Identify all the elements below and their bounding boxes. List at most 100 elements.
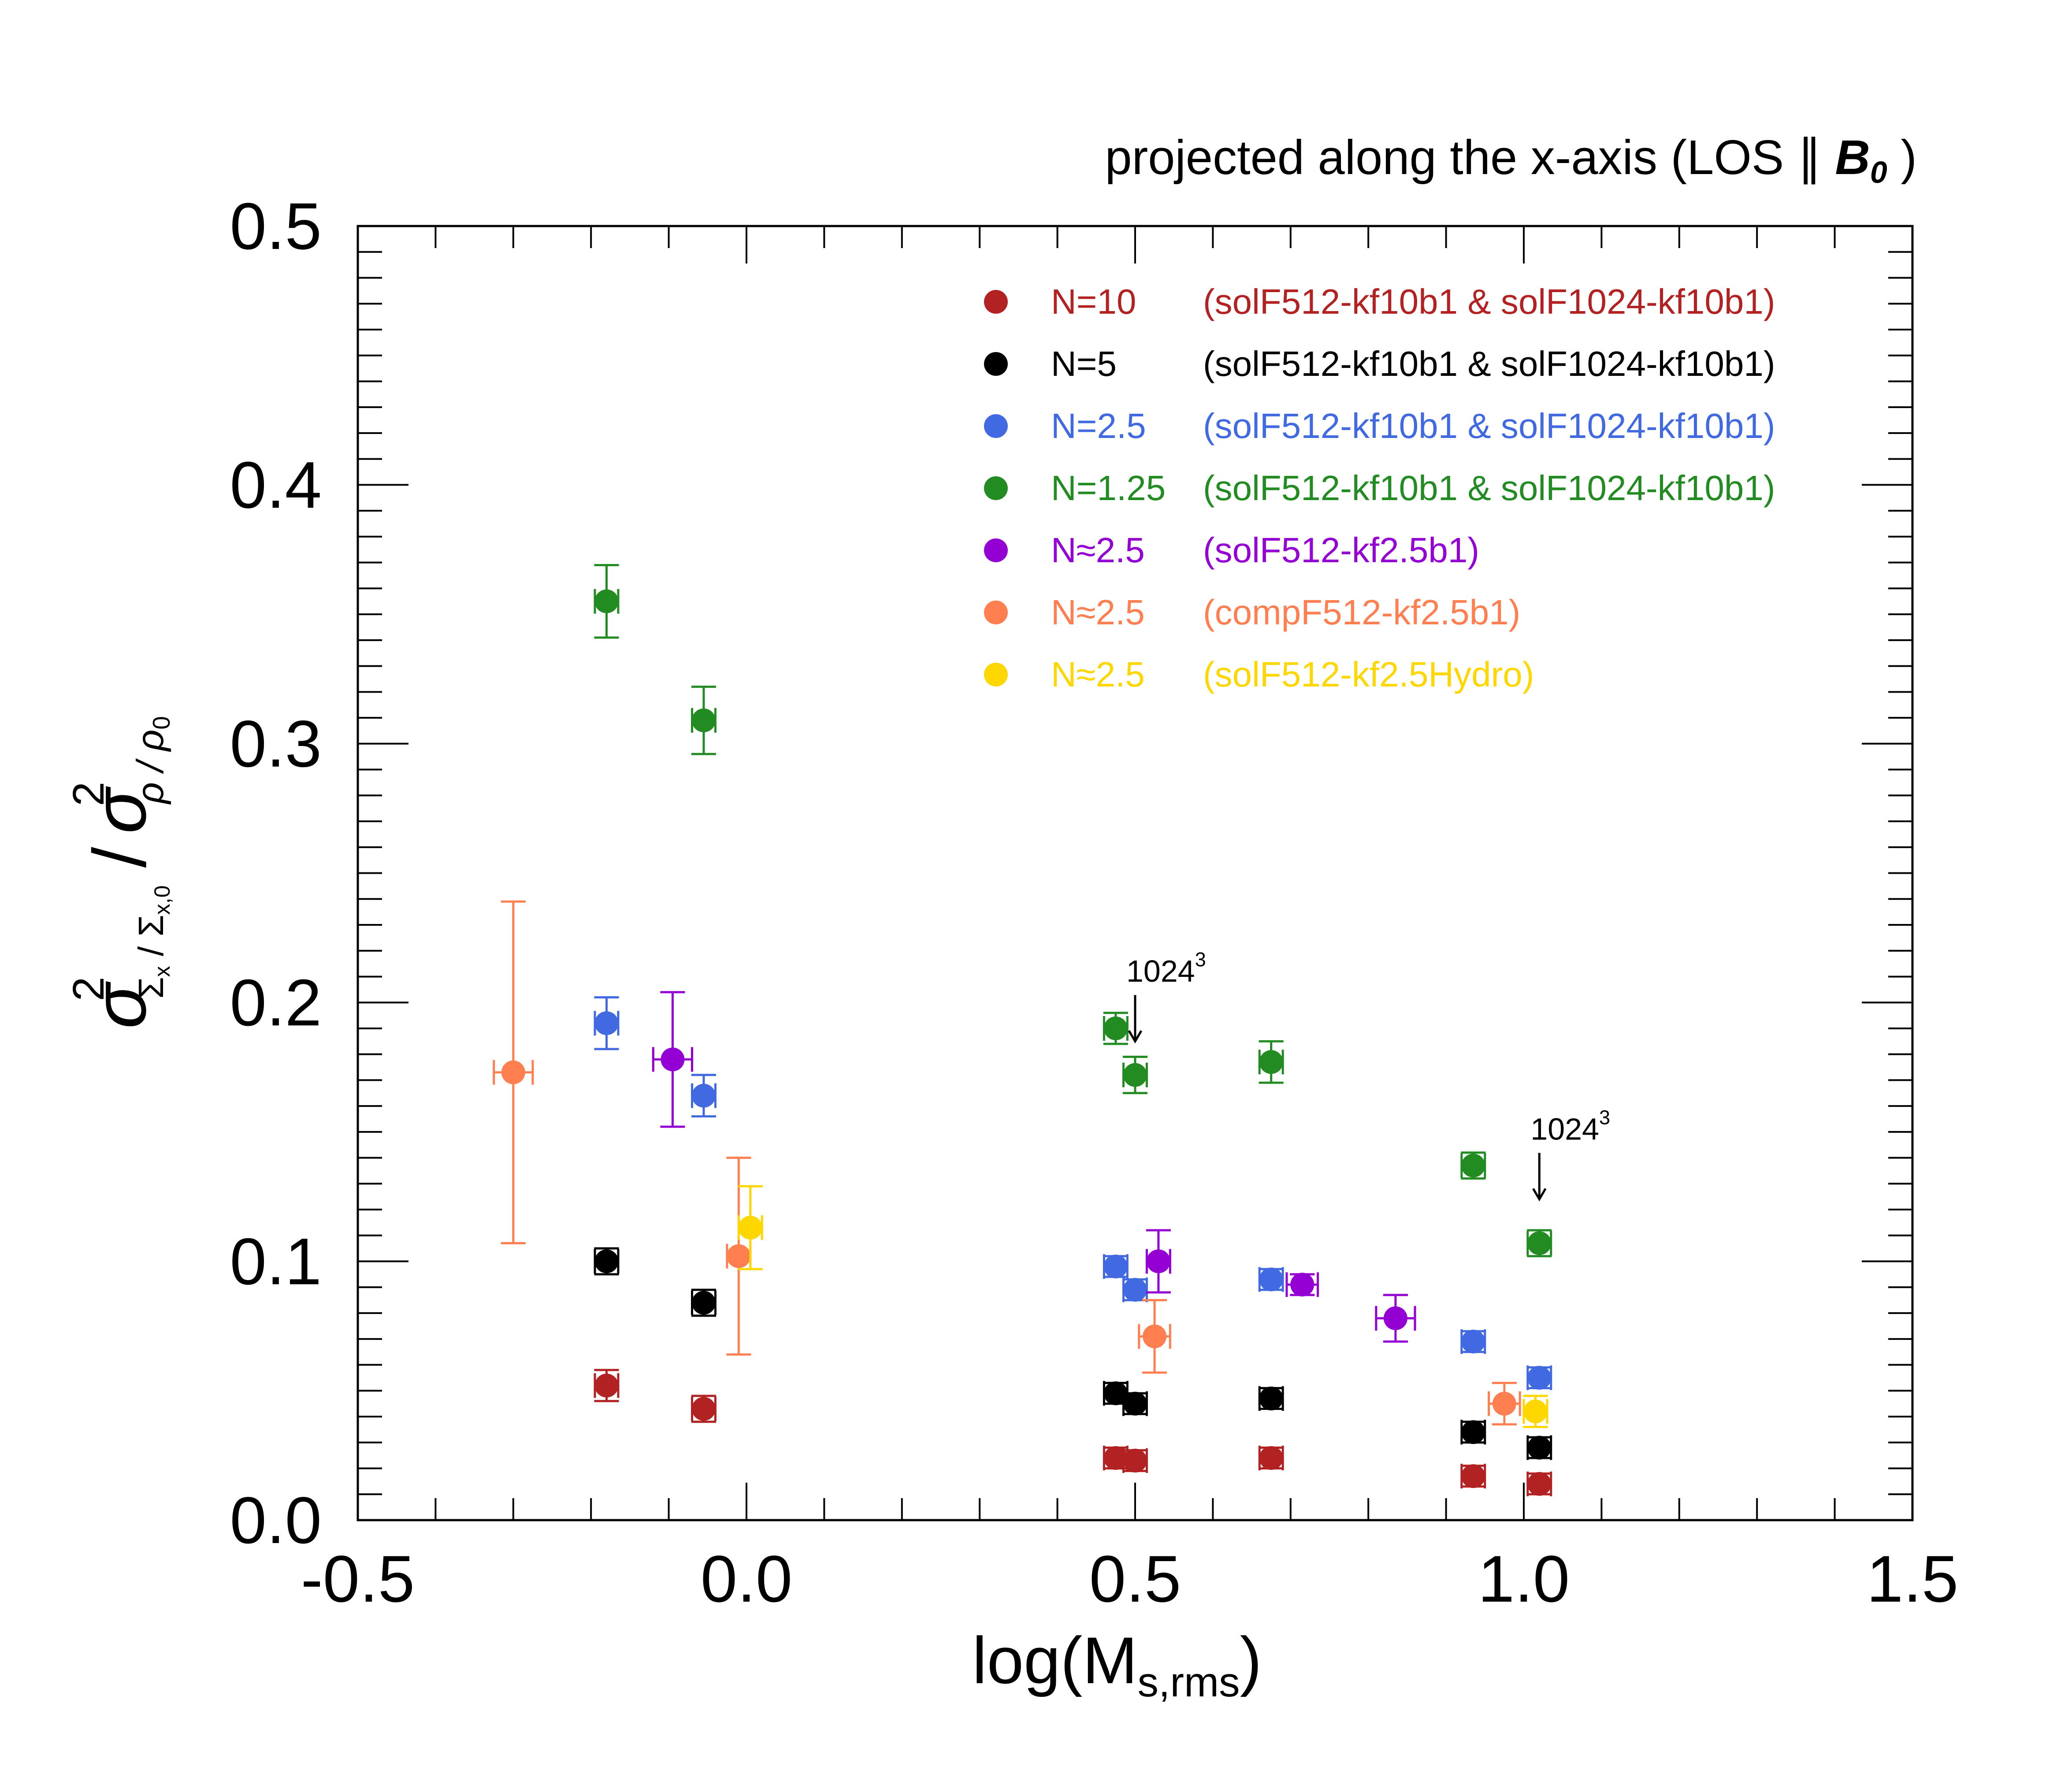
data-point bbox=[691, 708, 716, 732]
legend-desc: (solF512-kf10b1 & solF1024-kf10b1) bbox=[1203, 468, 1775, 508]
series-N=10 bbox=[594, 1369, 1552, 1496]
annotation-text: 1024 bbox=[1126, 954, 1195, 988]
data-point bbox=[1259, 1050, 1283, 1074]
data-point bbox=[1143, 1324, 1167, 1348]
annotation-label: 10243 bbox=[1126, 948, 1206, 988]
y-label-den-sub: Σ bbox=[131, 915, 171, 936]
annotation-sup: 3 bbox=[1195, 948, 1206, 971]
x-tick-label: 0.0 bbox=[701, 1542, 793, 1616]
legend-marker bbox=[984, 601, 1008, 624]
y-axis-label: σ2 Σx / Σx,0/σ2 ρ / ρ0 bbox=[64, 716, 175, 1029]
legend-name: N=1.25 bbox=[1051, 468, 1166, 508]
y-tick-label: 0.4 bbox=[230, 448, 322, 522]
legend-marker bbox=[984, 414, 1008, 438]
legend-desc: (solF512-kf2.5Hydro) bbox=[1203, 655, 1534, 694]
data-point bbox=[691, 1291, 716, 1315]
data-point bbox=[1461, 1464, 1485, 1488]
data-point bbox=[501, 1060, 525, 1084]
y-tick-label: 0.2 bbox=[230, 965, 322, 1039]
data-point bbox=[1146, 1249, 1170, 1273]
data-point bbox=[594, 1249, 619, 1273]
y-label-den-sigma: σ bbox=[78, 786, 162, 834]
data-point bbox=[1123, 1063, 1147, 1087]
legend-name: N≈2.5 bbox=[1051, 655, 1145, 694]
series-N=1.25 bbox=[594, 564, 1552, 1258]
title-b-sub: 0 bbox=[1870, 155, 1887, 189]
legend-desc: (solF512-kf10b1 & solF1024-kf10b1) bbox=[1203, 282, 1775, 321]
legend: N=10 (solF512-kf10b1 & solF1024-kf10b1) N=… bbox=[984, 282, 1775, 694]
data-point bbox=[1123, 1278, 1147, 1302]
data-point bbox=[1103, 1381, 1128, 1406]
data-point bbox=[1492, 1391, 1516, 1416]
legend-marker bbox=[984, 663, 1008, 686]
legend-name: N≈2.5 bbox=[1051, 531, 1145, 570]
title-suffix: ) bbox=[1887, 130, 1917, 185]
data-point bbox=[1259, 1446, 1283, 1470]
y-label-slash-sub: / bbox=[131, 937, 171, 966]
data-point bbox=[1123, 1391, 1147, 1416]
series-N≈2.5 bbox=[493, 900, 1521, 1426]
x-axis-label-sub: s,rms bbox=[1137, 1659, 1240, 1706]
series-N≈2.5 bbox=[652, 991, 1416, 1343]
data-point bbox=[661, 1047, 685, 1072]
data-point bbox=[594, 589, 619, 613]
x-tick-label: 1.5 bbox=[1867, 1542, 1959, 1616]
data-point bbox=[1290, 1273, 1314, 1297]
data-point bbox=[1259, 1386, 1283, 1410]
y-tick-labels: 0.0 0.1 0.2 0.3 0.4 0.5 bbox=[230, 189, 322, 1557]
legend-name: N=10 bbox=[1051, 282, 1136, 321]
legend-desc: (solF512-kf10b1 & solF1024-kf10b1) bbox=[1203, 406, 1775, 445]
data-point bbox=[1527, 1472, 1552, 1496]
series-N≈2.5 bbox=[737, 1185, 1548, 1428]
legend-name: N=5 bbox=[1051, 344, 1117, 383]
data-point bbox=[1103, 1446, 1128, 1470]
y-label-rho0: 0 bbox=[148, 716, 175, 730]
y-label-num-sub-x: x bbox=[150, 966, 174, 977]
y-label-sigma: σ bbox=[78, 981, 162, 1029]
data-point bbox=[1383, 1306, 1407, 1330]
svg-text:log(Ms,rms): log(Ms,rms) bbox=[972, 1623, 1262, 1706]
data-point bbox=[1103, 1016, 1128, 1040]
x-axis-label: log(Ms,rms) bbox=[972, 1623, 1262, 1706]
legend-name: N=2.5 bbox=[1051, 406, 1146, 445]
series-N=2.5 bbox=[594, 996, 1552, 1390]
annotation-text: 1024 bbox=[1530, 1112, 1599, 1146]
data-point bbox=[691, 1083, 716, 1108]
annotation-sup: 3 bbox=[1599, 1106, 1610, 1129]
data-point bbox=[594, 1373, 619, 1398]
data-point bbox=[1259, 1267, 1283, 1291]
x-axis-label-main: log(M bbox=[972, 1623, 1137, 1697]
legend-marker bbox=[984, 476, 1008, 500]
data-point bbox=[738, 1216, 762, 1240]
x-tick-label: -0.5 bbox=[301, 1542, 415, 1616]
y-tick-label: 0.0 bbox=[230, 1483, 322, 1557]
data-point bbox=[1527, 1365, 1552, 1390]
data-point bbox=[1523, 1399, 1548, 1424]
data-point bbox=[594, 1011, 619, 1035]
y-label-den-sub-x: x,0 bbox=[150, 885, 174, 915]
data-point bbox=[691, 1397, 716, 1421]
legend-desc: (compF512-kf2.5b1) bbox=[1203, 593, 1520, 632]
data-point bbox=[1527, 1436, 1552, 1460]
y-tick-label: 0.5 bbox=[230, 189, 322, 263]
data-point bbox=[1461, 1420, 1485, 1444]
data-point bbox=[1103, 1254, 1128, 1279]
x-tick-label: 0.5 bbox=[1089, 1542, 1181, 1616]
data-point bbox=[1461, 1154, 1485, 1178]
x-tick-label: 1.0 bbox=[1478, 1542, 1570, 1616]
annotation-label: 10243 bbox=[1530, 1106, 1610, 1146]
data-point bbox=[1527, 1231, 1552, 1255]
data-point bbox=[1123, 1448, 1147, 1473]
legend-name: N≈2.5 bbox=[1051, 593, 1145, 632]
x-tick-labels: -0.5 0.0 0.5 1.0 1.5 bbox=[301, 1542, 1959, 1616]
y-tick-label: 0.3 bbox=[230, 707, 322, 781]
series-N=5 bbox=[594, 1247, 1552, 1460]
annotation-arrowhead bbox=[1532, 1188, 1547, 1202]
y-label-sq: 2 bbox=[64, 977, 113, 1002]
title-prefix: projected along the x-axis (LOS ∥ bbox=[1105, 130, 1835, 185]
legend-marker bbox=[984, 352, 1008, 376]
title: projected along the x-axis (LOS ∥ B0 ) bbox=[1105, 130, 1917, 189]
